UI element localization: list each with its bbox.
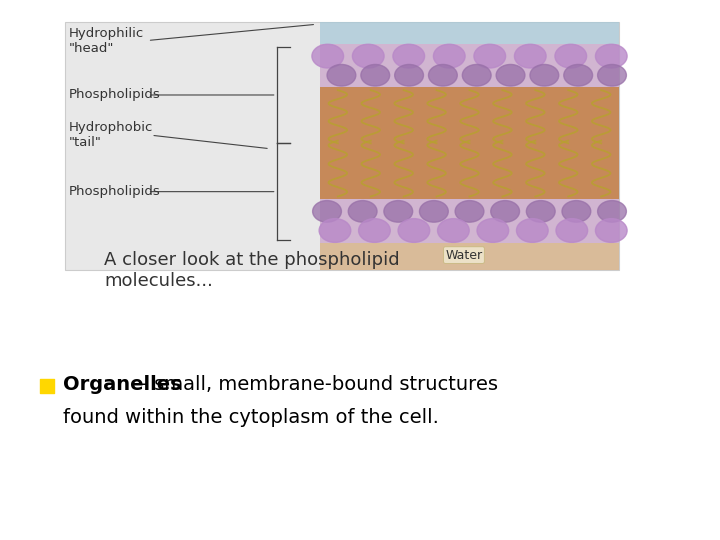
Text: found within the cytoplasm of the cell.: found within the cytoplasm of the cell.: [63, 408, 438, 427]
Circle shape: [474, 44, 505, 68]
Circle shape: [312, 200, 341, 222]
Circle shape: [555, 44, 587, 68]
Circle shape: [312, 44, 343, 68]
Circle shape: [348, 200, 377, 222]
Text: – small, membrane-bound structures: – small, membrane-bound structures: [138, 375, 498, 394]
Circle shape: [361, 64, 390, 86]
Circle shape: [564, 64, 593, 86]
Circle shape: [556, 219, 588, 242]
Circle shape: [496, 64, 525, 86]
Circle shape: [395, 64, 423, 86]
Circle shape: [526, 200, 555, 222]
Bar: [320, 44, 619, 87]
Circle shape: [393, 44, 425, 68]
Circle shape: [530, 64, 559, 86]
Text: Hydrophobic
"tail": Hydrophobic "tail": [68, 121, 153, 149]
Circle shape: [514, 44, 546, 68]
Text: Water: Water: [446, 248, 482, 261]
Circle shape: [562, 200, 591, 222]
Bar: [320, 199, 619, 242]
Text: Phospholipids: Phospholipids: [68, 89, 160, 102]
Circle shape: [595, 44, 627, 68]
Circle shape: [477, 219, 509, 242]
Circle shape: [327, 64, 356, 86]
Circle shape: [595, 219, 627, 242]
Circle shape: [438, 219, 469, 242]
Text: Phospholipids: Phospholipids: [68, 185, 160, 198]
Circle shape: [319, 219, 351, 242]
Bar: [320, 87, 619, 199]
Bar: [65, 22, 619, 270]
Circle shape: [384, 200, 413, 222]
Circle shape: [359, 219, 390, 242]
Circle shape: [598, 64, 626, 86]
Circle shape: [428, 64, 457, 86]
Circle shape: [420, 200, 449, 222]
Circle shape: [598, 200, 626, 222]
Circle shape: [352, 44, 384, 68]
Circle shape: [398, 219, 430, 242]
Text: Organelles: Organelles: [63, 375, 181, 394]
Bar: [320, 242, 619, 270]
Circle shape: [433, 44, 465, 68]
Point: [41, 382, 53, 390]
Bar: [320, 22, 619, 44]
Text: Hydrophilic
"head": Hydrophilic "head": [68, 26, 144, 55]
Circle shape: [491, 200, 520, 222]
Circle shape: [516, 219, 548, 242]
Text: A closer look at the phospholipid
molecules...: A closer look at the phospholipid molecu…: [104, 251, 400, 290]
Circle shape: [462, 64, 491, 86]
Circle shape: [455, 200, 484, 222]
